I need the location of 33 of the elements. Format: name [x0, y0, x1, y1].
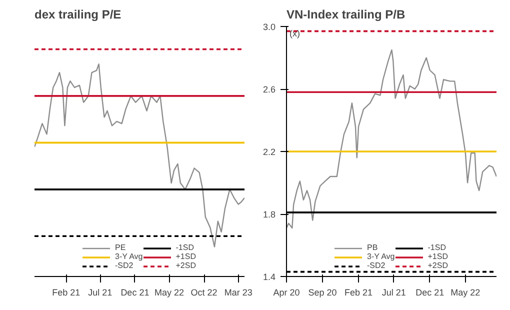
line-series — [286, 49, 496, 229]
x-tick-label: Mar 23 — [224, 288, 252, 298]
x-tick-label: Dec 21 — [416, 288, 444, 298]
y-axis-title: (x) — [290, 28, 300, 38]
legend-label: +2SD — [428, 261, 448, 270]
legend-label: +2SD — [176, 261, 196, 270]
x-tick-label: Jul 21 — [88, 288, 112, 298]
legend-label: +1SD — [176, 252, 196, 261]
x-tick-label: Sep 20 — [308, 288, 337, 298]
x-tick-label: May 22 — [154, 288, 184, 298]
legend-label: -SD2 — [115, 261, 134, 270]
x-tick-label: Jul 21 — [382, 288, 406, 298]
x-tick-label: Oct 22 — [190, 288, 218, 298]
y-tick-label: 2.6 — [262, 84, 276, 94]
y-tick-label: 2.2 — [262, 147, 276, 157]
y-tick-label: 3.0 — [262, 22, 276, 32]
legend-label: +1SD — [428, 252, 448, 261]
x-tick-label: Feb 21 — [52, 288, 80, 298]
legend-label: PB — [367, 243, 379, 252]
legend-label: -1SD — [176, 243, 195, 252]
chart-title: VN-Index trailing P/B — [286, 8, 406, 22]
legend-label: -1SD — [428, 243, 447, 252]
x-tick-label: May 22 — [450, 288, 480, 298]
x-tick-label: Dec 21 — [120, 288, 150, 298]
y-tick-label: 1.8 — [262, 210, 276, 220]
y-tick-label: 1.4 — [262, 272, 276, 282]
legend-label: 3-Y Avg — [115, 252, 143, 261]
x-tick-label: Apr 20 — [273, 288, 300, 298]
x-tick-label: Feb 21 — [344, 288, 373, 298]
chart-title: dex trailing P/E — [34, 8, 122, 22]
legend-label: PE — [115, 243, 127, 252]
ref-line-label: -SD2 — [367, 261, 386, 270]
legend-label: 3-Y Avg — [367, 252, 395, 261]
